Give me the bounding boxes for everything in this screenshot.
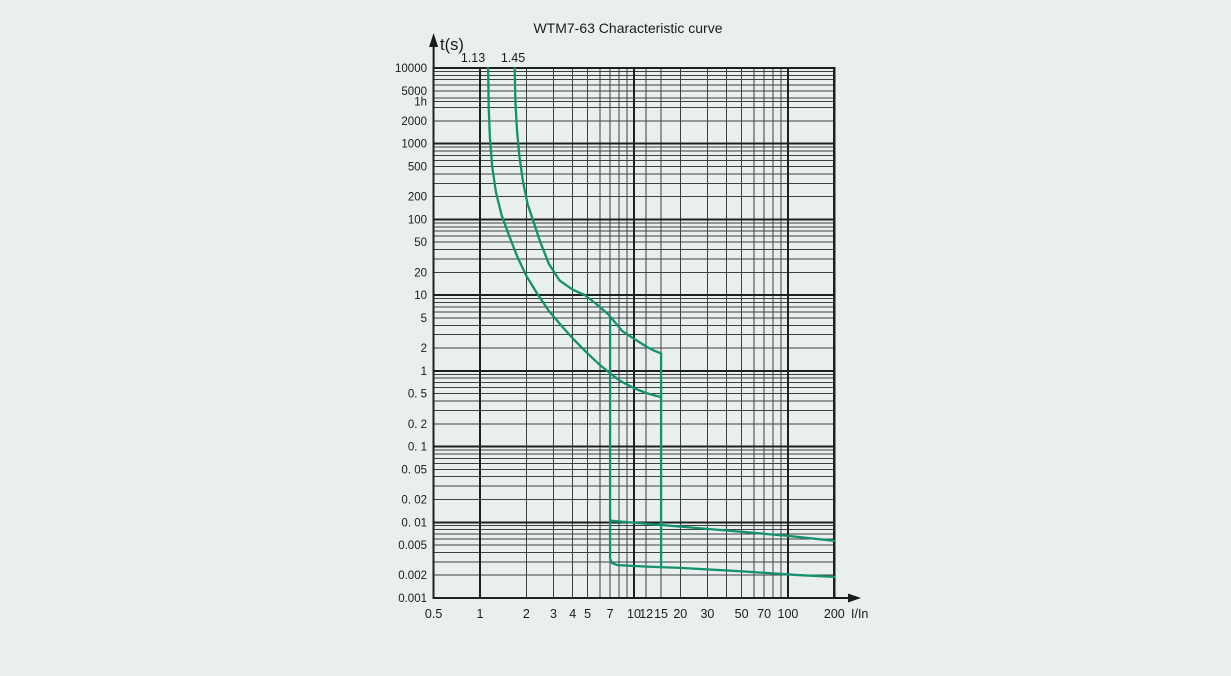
curve-label-1.13: 1.13 — [461, 51, 485, 65]
y-tick-label: 500 — [408, 162, 427, 174]
x-tick-label: 3 — [550, 607, 557, 621]
y-tick-label: 50 — [414, 237, 427, 249]
y-tick-label: 0. 01 — [401, 517, 427, 529]
y-tick-label: 2 — [421, 343, 427, 355]
x-tick-label: 15 — [654, 607, 668, 621]
x-tick-label: 4 — [569, 607, 576, 621]
y-tick-label: 1h — [414, 97, 427, 109]
y-tick-label: 2000 — [401, 116, 427, 128]
y-tick-label: 0. 2 — [408, 419, 427, 431]
y-tick-label: 0.002 — [398, 570, 427, 582]
y-axis-unit-label: t(s) — [440, 36, 464, 54]
x-tick-label: 1 — [476, 607, 483, 621]
y-tick-label: 10 — [414, 290, 427, 302]
y-tick-label: 1 — [421, 366, 427, 378]
x-tick-label: 0.5 — [425, 607, 442, 621]
x-tick-label: 20 — [673, 607, 687, 621]
curve-instantaneous-max-trip-time — [608, 519, 836, 542]
x-tick-label: 12 — [639, 607, 653, 621]
y-tick-label: 0. 05 — [401, 464, 427, 476]
x-tick-label: 70 — [757, 607, 771, 621]
curve-magnetic-trip-lower-boundary — [608, 316, 836, 579]
x-tick-label: 7 — [607, 607, 614, 621]
y-tick-label: 1000 — [401, 139, 427, 151]
x-axis-unit-label: I/In — [851, 607, 868, 621]
x-tick-label: 200 — [824, 607, 845, 621]
y-tick-label: 0. 5 — [408, 389, 427, 401]
y-tick-label: 0.001 — [398, 593, 427, 605]
y-tick-label: 5 — [421, 313, 427, 325]
plot-border — [432, 66, 836, 600]
y-tick-label: 0. 1 — [408, 442, 427, 454]
y-axis-arrow-icon — [429, 33, 439, 47]
x-tick-label: 30 — [700, 607, 714, 621]
x-tick-label: 100 — [778, 607, 799, 621]
curve-thermal-curve-1.13 — [486, 66, 663, 399]
y-tick-label: 10000 — [395, 63, 427, 75]
y-tick-label: 200 — [408, 192, 427, 204]
axis-arrows — [429, 33, 861, 603]
y-tick-label: 100 — [408, 214, 427, 226]
chart-title: WTM7-63 Characteristic curve — [533, 20, 722, 36]
x-tick-label: 2 — [523, 607, 530, 621]
x-tick-label: 5 — [584, 607, 591, 621]
curve-label-1.45: 1.45 — [501, 51, 525, 65]
curves — [486, 66, 836, 579]
x-tick-label: 10 — [627, 607, 641, 621]
x-axis-arrow-icon — [848, 593, 861, 603]
x-tick-label: 50 — [735, 607, 749, 621]
y-tick-label: 0. 02 — [401, 495, 427, 507]
y-tick-label: 5000 — [401, 86, 427, 98]
y-tick-label: 20 — [414, 267, 427, 279]
curve-thermal-curve-1.45 — [513, 66, 663, 355]
y-tick-label: 0.005 — [398, 540, 427, 552]
